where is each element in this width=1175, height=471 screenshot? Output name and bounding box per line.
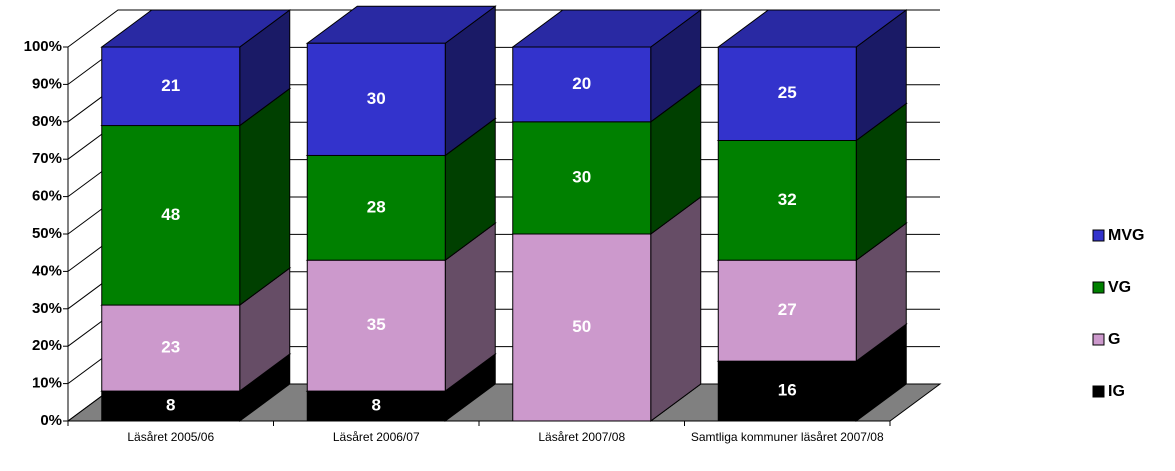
- legend-swatch: [1092, 229, 1105, 242]
- data-label: 28: [367, 197, 386, 216]
- data-label: 23: [161, 338, 180, 357]
- x-tick-label: Läsåret 2006/07: [332, 430, 420, 444]
- bar: [306, 42, 446, 156]
- data-label: 48: [161, 205, 180, 224]
- bar: [306, 390, 446, 422]
- y-tick-label: 90%: [32, 75, 62, 92]
- data-label: 16: [778, 381, 797, 400]
- data-label: 27: [778, 300, 797, 319]
- x-tick-label: Läsåret 2007/08: [538, 430, 626, 444]
- bar: [101, 125, 241, 306]
- y-tick-label: 30%: [32, 300, 62, 317]
- bar: [512, 233, 652, 422]
- y-tick-label: 60%: [32, 188, 62, 205]
- y-tick-label: 0%: [40, 412, 62, 429]
- legend-label: G: [1108, 331, 1120, 348]
- legend-label: IG: [1108, 383, 1125, 400]
- bar-side: [239, 87, 291, 307]
- legend-label: VG: [1108, 279, 1131, 296]
- legend-swatch: [1092, 333, 1105, 346]
- y-tick-label: 50%: [32, 225, 62, 242]
- bar: [717, 259, 857, 362]
- x-tick-label: Läsåret 2005/06: [127, 430, 215, 444]
- x-tick-label: Samtliga kommuner läsåret 2007/08: [690, 430, 884, 444]
- bar: [717, 360, 857, 422]
- data-label: 21: [161, 76, 180, 95]
- bar: [306, 259, 446, 392]
- bar: [101, 46, 241, 127]
- legend-swatch: [1092, 281, 1105, 294]
- y-tick-label: 10%: [32, 375, 62, 392]
- legend-swatch: [1092, 385, 1105, 398]
- bar: [512, 46, 652, 123]
- data-label: 35: [367, 315, 386, 334]
- data-label: 25: [778, 83, 797, 102]
- legend-label: MVG: [1108, 227, 1144, 244]
- data-label: 8: [372, 396, 381, 415]
- bar: [101, 304, 241, 392]
- y-tick-label: 20%: [32, 337, 62, 354]
- bar-side: [650, 196, 702, 422]
- data-label: 8: [166, 396, 175, 415]
- data-label: 50: [572, 317, 591, 336]
- data-label: 32: [778, 190, 797, 209]
- y-tick-label: 100%: [24, 38, 62, 55]
- data-label: 20: [572, 74, 591, 93]
- y-tick-label: 70%: [32, 150, 62, 167]
- bar: [101, 390, 241, 422]
- y-tick-label: 40%: [32, 262, 62, 279]
- y-tick-label: 80%: [32, 113, 62, 130]
- bar: [512, 121, 652, 235]
- bar: [717, 46, 857, 141]
- data-label: 30: [572, 167, 591, 186]
- data-label: 30: [367, 89, 386, 108]
